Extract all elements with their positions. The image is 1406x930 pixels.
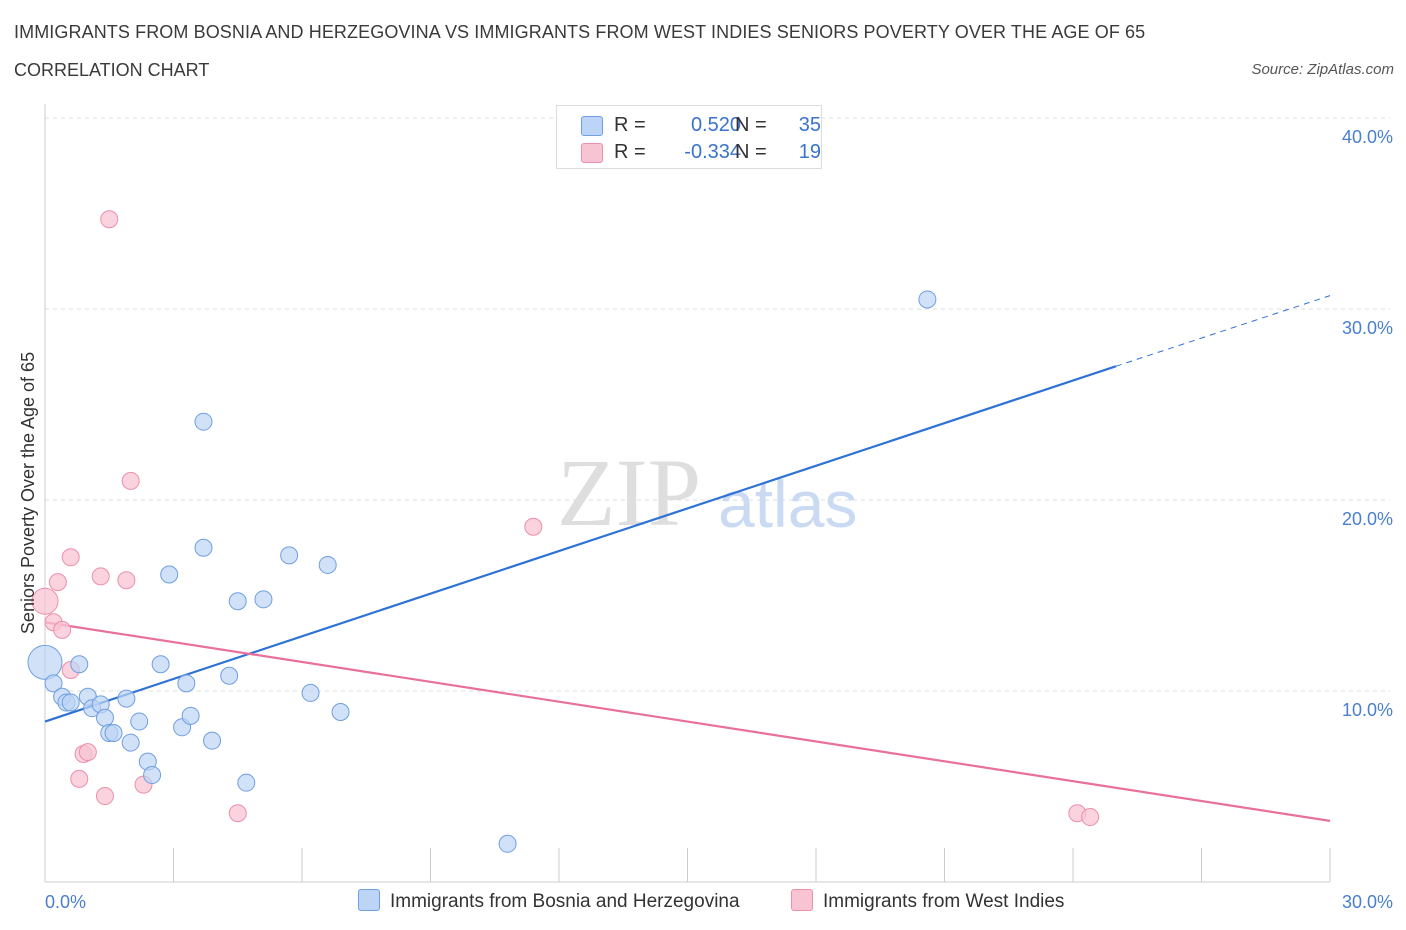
data-point-bosnia bbox=[254, 590, 273, 609]
data-point-bosnia bbox=[918, 290, 937, 309]
data-point-bosnia bbox=[27, 644, 63, 680]
zipatlas-watermark: ZIP atlas bbox=[557, 439, 857, 546]
data-point-west-indies bbox=[91, 567, 110, 586]
data-point-bosnia bbox=[203, 731, 222, 750]
chart-title: IMMIGRANTS FROM BOSNIA AND HERZEGOVINA V… bbox=[14, 22, 1146, 42]
data-point-bosnia bbox=[117, 689, 136, 708]
data-point-west-indies bbox=[117, 571, 136, 590]
legend-swatch-blue bbox=[581, 116, 603, 136]
data-point-west-indies bbox=[121, 471, 140, 490]
trend-line-west-indies bbox=[44, 621, 1331, 822]
legend-r-value: -0.334 bbox=[684, 141, 741, 163]
bottom-legend-label: Immigrants from Bosnia and Herzegovina bbox=[390, 891, 740, 912]
y-tick-label: 20.0% bbox=[1342, 509, 1393, 529]
data-point-bosnia bbox=[143, 766, 162, 785]
data-point-bosnia bbox=[151, 655, 170, 674]
axes bbox=[44, 104, 1331, 883]
data-point-bosnia bbox=[61, 693, 80, 712]
data-point-bosnia bbox=[160, 565, 179, 584]
data-point-bosnia bbox=[331, 703, 350, 722]
data-point-west-indies bbox=[61, 548, 80, 567]
data-point-bosnia bbox=[318, 555, 337, 574]
watermark-zip: ZIP bbox=[557, 439, 701, 546]
data-point-bosnia bbox=[228, 592, 247, 611]
data-point-bosnia bbox=[130, 712, 149, 731]
data-point-bosnia bbox=[95, 708, 114, 727]
data-point-bosnia bbox=[280, 546, 299, 565]
data-point-west-indies bbox=[53, 620, 72, 639]
data-point-bosnia bbox=[70, 655, 89, 674]
data-point-bosnia bbox=[181, 706, 200, 725]
legend-swatch-pink bbox=[581, 143, 603, 163]
data-point-bosnia bbox=[44, 674, 63, 693]
data-point-bosnia bbox=[194, 412, 213, 431]
trend-line-bosnia bbox=[44, 365, 1117, 723]
y-tick-label: 30.0% bbox=[1342, 318, 1393, 338]
data-point-west-indies bbox=[70, 769, 89, 788]
trend-lines bbox=[44, 295, 1331, 822]
legend-r-label: R = bbox=[614, 114, 646, 136]
watermark-atlas: atlas bbox=[718, 467, 857, 541]
data-point-bosnia bbox=[237, 773, 256, 792]
data-point-west-indies bbox=[100, 210, 119, 229]
data-point-bosnia bbox=[121, 733, 140, 752]
data-point-bosnia bbox=[104, 724, 123, 743]
legend-n-value: 19 bbox=[798, 141, 821, 163]
data-point-west-indies bbox=[95, 787, 114, 806]
chart-subtitle: CORRELATION CHART bbox=[14, 60, 210, 80]
y-tick-label: 10.0% bbox=[1342, 700, 1393, 720]
x-tick-label-start: 0.0% bbox=[45, 892, 86, 912]
data-point-west-indies bbox=[228, 804, 247, 823]
data-point-bosnia bbox=[220, 666, 239, 685]
legend-r-value: 0.520 bbox=[690, 114, 741, 136]
data-point-bosnia bbox=[177, 674, 196, 693]
y-axis-label: Seniors Poverty Over the Age of 65 bbox=[18, 352, 38, 634]
data-point-west-indies bbox=[1081, 808, 1100, 827]
bottom-legend-bosnia: Immigrants from Bosnia and Herzegovina bbox=[358, 889, 740, 913]
bottom-legend-west-indies: Immigrants from West Indies bbox=[791, 889, 1064, 913]
data-point-west-indies bbox=[31, 587, 59, 615]
bottom-legend-label: Immigrants from West Indies bbox=[823, 891, 1065, 912]
correlation-legend: R = 0.520 N = 35 R = -0.334 N = 19 bbox=[556, 105, 822, 169]
source-credit: Source: ZipAtlas.com bbox=[1251, 61, 1394, 78]
tick-labels: 10.0% 20.0% 30.0% 40.0% 0.0% 30.0% bbox=[45, 127, 1393, 912]
trend-line-bosnia-extension bbox=[1115, 295, 1331, 367]
legend-n-label: N = bbox=[735, 141, 767, 163]
legend-n-label: N = bbox=[735, 114, 767, 136]
data-point-bosnia bbox=[194, 538, 213, 557]
data-point-bosnia bbox=[498, 834, 517, 853]
legend-r-label: R = bbox=[614, 141, 646, 163]
data-point-west-indies bbox=[78, 743, 97, 762]
data-points bbox=[27, 210, 1100, 853]
bottom-legend-swatch-pink bbox=[791, 889, 813, 911]
data-point-bosnia bbox=[301, 683, 320, 702]
y-tick-label: 40.0% bbox=[1342, 127, 1393, 147]
x-tick-label-end: 30.0% bbox=[1342, 892, 1393, 912]
legend-n-value: 35 bbox=[798, 114, 821, 136]
gridlines bbox=[45, 117, 1390, 692]
data-point-west-indies bbox=[524, 517, 543, 536]
bottom-legend-swatch-blue bbox=[358, 889, 380, 911]
data-point-west-indies bbox=[48, 573, 67, 592]
